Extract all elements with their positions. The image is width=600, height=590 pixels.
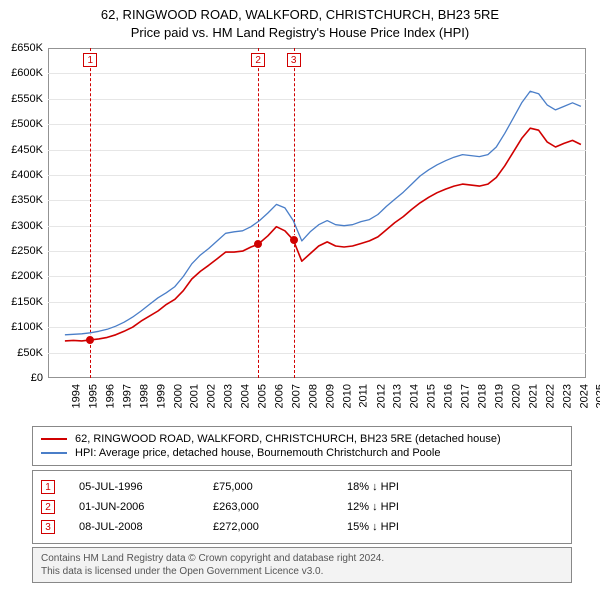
title-line-2: Price paid vs. HM Land Registry's House … bbox=[0, 24, 600, 42]
footer-line-1: Contains HM Land Registry data © Crown c… bbox=[41, 552, 563, 565]
event-delta-1: 18% ↓ HPI bbox=[347, 481, 437, 493]
legend-swatch-2 bbox=[41, 452, 67, 454]
chart-area: £0£50K£100K£150K£200K£250K£300K£350K£400… bbox=[6, 44, 594, 416]
event-delta-3: 15% ↓ HPI bbox=[347, 521, 437, 533]
event-price-2: £263,000 bbox=[213, 501, 323, 513]
series-line bbox=[65, 91, 581, 335]
event-badge-2: 2 bbox=[41, 500, 55, 514]
title-line-1: 62, RINGWOOD ROAD, WALKFORD, CHRISTCHURC… bbox=[0, 6, 600, 24]
legend-row-series-1: 62, RINGWOOD ROAD, WALKFORD, CHRISTCHURC… bbox=[41, 432, 563, 446]
footer-box: Contains HM Land Registry data © Crown c… bbox=[32, 547, 572, 583]
legend-row-series-2: HPI: Average price, detached house, Bour… bbox=[41, 446, 563, 460]
title-block: 62, RINGWOOD ROAD, WALKFORD, CHRISTCHURC… bbox=[0, 0, 600, 41]
event-price-1: £75,000 bbox=[213, 481, 323, 493]
xtick-label: 2025 bbox=[595, 384, 600, 408]
event-badge-1: 1 bbox=[41, 480, 55, 494]
event-date-2: 01-JUN-2006 bbox=[79, 501, 189, 513]
series-svg bbox=[6, 44, 594, 416]
chart-container: 62, RINGWOOD ROAD, WALKFORD, CHRISTCHURC… bbox=[0, 0, 600, 590]
legend-swatch-1 bbox=[41, 438, 67, 440]
series-line bbox=[65, 128, 581, 341]
event-date-3: 08-JUL-2008 bbox=[79, 521, 189, 533]
event-badge-3: 3 bbox=[41, 520, 55, 534]
event-date-1: 05-JUL-1996 bbox=[79, 481, 189, 493]
event-row-2: 2 01-JUN-2006 £263,000 12% ↓ HPI bbox=[41, 497, 563, 517]
legend-label-1: 62, RINGWOOD ROAD, WALKFORD, CHRISTCHURC… bbox=[75, 433, 501, 445]
footer-line-2: This data is licensed under the Open Gov… bbox=[41, 565, 563, 578]
legend-label-2: HPI: Average price, detached house, Bour… bbox=[75, 447, 440, 459]
events-box: 1 05-JUL-1996 £75,000 18% ↓ HPI 2 01-JUN… bbox=[32, 470, 572, 544]
event-row-1: 1 05-JUL-1996 £75,000 18% ↓ HPI bbox=[41, 477, 563, 497]
event-row-3: 3 08-JUL-2008 £272,000 15% ↓ HPI bbox=[41, 517, 563, 537]
legend-box: 62, RINGWOOD ROAD, WALKFORD, CHRISTCHURC… bbox=[32, 426, 572, 466]
event-delta-2: 12% ↓ HPI bbox=[347, 501, 437, 513]
event-price-3: £272,000 bbox=[213, 521, 323, 533]
